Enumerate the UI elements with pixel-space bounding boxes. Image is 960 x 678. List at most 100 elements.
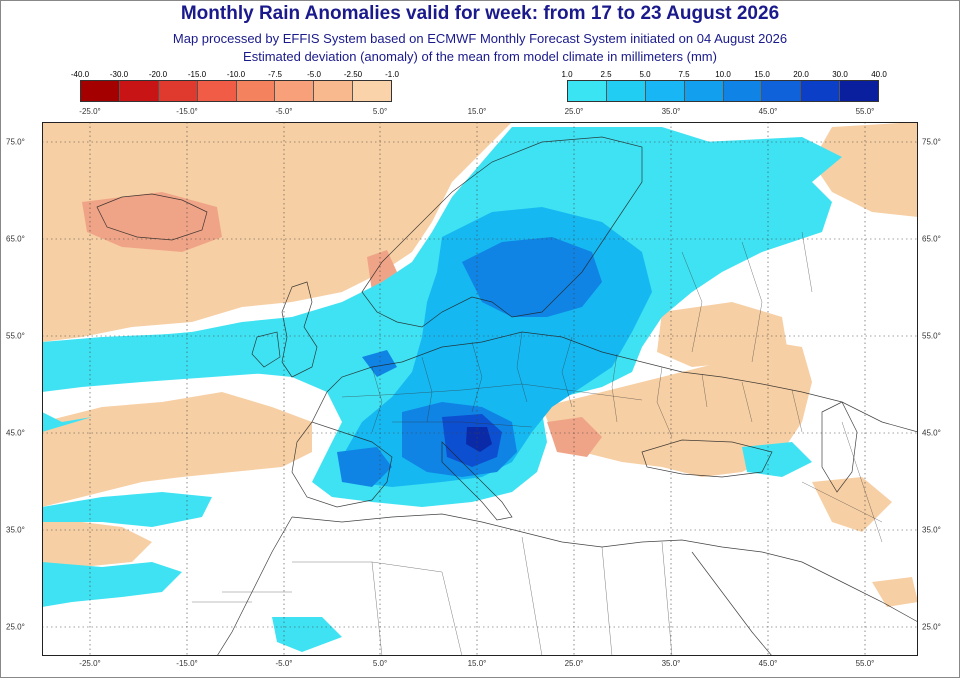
legend-tick-label: 1.0 (561, 70, 573, 79)
dry-area-russia (657, 302, 787, 367)
dry-area-turkey-caspian (542, 342, 812, 477)
legend-tick-label: -2.50 (343, 70, 363, 79)
dry-area-north-atlantic (42, 122, 512, 342)
legend-swatch (81, 81, 120, 101)
dry-area-iceland (82, 192, 222, 252)
wet-area-north-africa (42, 562, 182, 607)
legend-swatch (645, 81, 685, 101)
dry-anomaly-areas (42, 122, 918, 607)
longitude-tick-label: -25.0° (79, 659, 101, 668)
legend-tick-label: 15.0 (754, 70, 770, 79)
legend-swatch (236, 81, 276, 101)
legend-swatch (275, 81, 315, 101)
legend-swatch (119, 81, 159, 101)
border-lines-europe (341, 331, 803, 438)
wet-area-atlantic-lower (42, 492, 212, 527)
map-subtitle: Map processed by EFFIS System based on E… (172, 31, 788, 46)
longitude-tick-label: -15.0° (176, 659, 198, 668)
border-lines-east (681, 231, 883, 543)
legend-tick-label: 40.0 (871, 70, 887, 79)
coast-continent (311, 331, 918, 433)
legend-tick-label: -5.0 (307, 70, 321, 79)
longitude-tick-label: 5.0° (372, 659, 388, 668)
coast-red-sea (691, 551, 773, 656)
wet-area-italy-peak (466, 427, 492, 452)
dry-area-barents (812, 122, 918, 217)
legend-tick-label: 20.0 (793, 70, 809, 79)
longitude-tick-label: -5.0° (275, 659, 293, 668)
legend-swatch (762, 81, 802, 101)
legend-tick-label: -10.0 (226, 70, 246, 79)
legend-tick-label: -1.0 (385, 70, 399, 79)
longitude-tick-label: -25.0° (79, 107, 101, 116)
dry-area-atlantic-southwest (42, 517, 152, 572)
longitude-tick-label: -5.0° (275, 107, 293, 116)
legend-negative: -40.0 -30.0 -20.0 -15.0 -10.0 -7.5 -5.0 -2.50 -1… (71, 70, 399, 102)
wet-anomaly-areas (42, 127, 842, 652)
longitude-tick-label: 55.0° (855, 107, 875, 116)
legend-swatch (314, 81, 354, 101)
longitude-tick-label: 5.0° (372, 107, 388, 116)
wet-area-caucasus (742, 442, 812, 477)
latitude-tick-label: 75.0° (922, 137, 941, 147)
legend-swatch (606, 81, 646, 101)
legend-tick-label: -40.0 (70, 70, 90, 79)
legend-swatch (568, 81, 607, 101)
coast-italy (441, 441, 513, 521)
longitude-tick-label: 45.0° (758, 107, 778, 116)
dry-area-middle-east (872, 577, 918, 607)
wet-area-spain-core (337, 447, 392, 487)
legend-tick-label: 7.5 (678, 70, 690, 79)
coast-black-sea (641, 439, 773, 478)
map-description: Estimated deviation (anomaly) of the mea… (243, 49, 717, 64)
map-border (42, 122, 918, 656)
longitude-tick-label: 25.0° (564, 659, 584, 668)
border-lines-africa (192, 536, 673, 656)
legend-positive: 1.0 2.5 5.0 7.5 10.0 15.0 20.0 30.0 40.0 (561, 70, 887, 102)
legend-positive-labels: 1.0 2.5 5.0 7.5 10.0 15.0 20.0 30.0 40.0 (561, 70, 886, 80)
latitude-tick-label: 55.0° (6, 331, 25, 341)
legend-swatch (801, 81, 841, 101)
longitude-tick-label: 45.0° (758, 659, 778, 668)
longitude-tick-label: 55.0° (855, 659, 875, 668)
coast-caspian (821, 401, 858, 493)
longitude-tick-label: -15.0° (176, 107, 198, 116)
coast-iberia (291, 421, 393, 508)
legend-swatch (158, 81, 198, 101)
dry-area-arabia (812, 477, 892, 532)
legend-tick-label: 2.5 (600, 70, 612, 79)
legend-tick-label: 10.0 (715, 70, 731, 79)
coastlines (96, 136, 918, 656)
legend-tick-label: 30.0 (832, 70, 848, 79)
legend-swatch (684, 81, 724, 101)
latitude-tick-label: 35.0° (6, 525, 25, 535)
coast-arabia (761, 551, 918, 623)
latitude-tick-label: 65.0° (6, 234, 25, 244)
latitude-tick-label: 25.0° (6, 622, 25, 632)
legend-tick-label: 5.0 (639, 70, 651, 79)
legend-swatch (353, 81, 391, 101)
latitude-tick-label: 65.0° (922, 234, 941, 244)
wet-area-france-line (362, 350, 397, 377)
legend-swatch (723, 81, 763, 101)
dry-area-atlantic-west (42, 392, 312, 507)
latitude-tick-label: 75.0° (6, 137, 25, 147)
country-borders (192, 231, 883, 656)
coast-scandinavia (361, 136, 643, 328)
legend-positive-bar (567, 80, 879, 102)
latitude-tick-label: 35.0° (922, 525, 941, 535)
longitude-tick-label: 35.0° (661, 107, 681, 116)
coast-ireland (251, 331, 281, 368)
legend-negative-labels: -40.0 -30.0 -20.0 -15.0 -10.0 -7.5 -5.0 -2.50 -1… (71, 70, 399, 80)
map-title: Monthly Rain Anomalies valid for week: f… (180, 3, 780, 24)
coast-mediterranean-south (291, 513, 763, 553)
longitude-tick-label: 15.0° (467, 107, 487, 116)
legend-tick-label: -30.0 (109, 70, 129, 79)
coast-iceland (96, 193, 208, 241)
dry-area-balkans (547, 417, 602, 457)
legend-negative-bar (80, 80, 392, 102)
legend-tick-label: -15.0 (187, 70, 207, 79)
anomaly-map (42, 122, 918, 656)
latitude-tick-label: 25.0° (922, 622, 941, 632)
latitude-tick-label: 45.0° (6, 428, 25, 438)
